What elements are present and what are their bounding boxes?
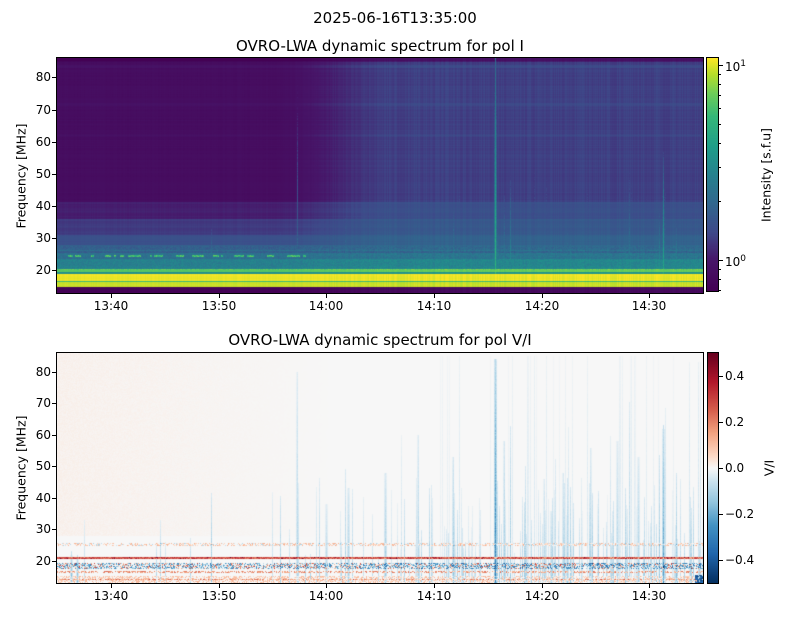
x-tick-mark bbox=[434, 294, 435, 298]
y-tick-label: 40 bbox=[35, 491, 51, 505]
x-tick-mark bbox=[111, 584, 112, 588]
x-tick-label: 14:30 bbox=[631, 299, 667, 313]
x-tick-mark bbox=[111, 294, 112, 298]
colorbar-tick-mark bbox=[719, 560, 723, 561]
y-tick-mark bbox=[52, 110, 56, 111]
colorbar-minor-tick-mark bbox=[719, 124, 721, 125]
pol-vi-colorbar-canvas bbox=[708, 353, 718, 583]
y-tick-label: 20 bbox=[35, 263, 51, 277]
x-tick-label: 14:10 bbox=[416, 589, 452, 603]
colorbar-tick-mark bbox=[719, 376, 723, 377]
y-tick-label: 80 bbox=[35, 70, 51, 84]
x-tick-label: 14:00 bbox=[308, 299, 344, 313]
x-tick-label: 13:40 bbox=[93, 589, 129, 603]
colorbar-minor-tick-mark bbox=[719, 201, 721, 202]
colorbar-minor-tick-mark bbox=[719, 74, 721, 75]
panel-i-plot bbox=[56, 57, 704, 294]
x-tick-label: 14:30 bbox=[631, 589, 667, 603]
y-tick-label: 50 bbox=[35, 459, 51, 473]
y-tick-label: 30 bbox=[35, 231, 51, 245]
y-tick-label: 60 bbox=[35, 135, 51, 149]
pol-vi-spectrogram-canvas bbox=[57, 353, 703, 583]
panel-vi-title: OVRO-LWA dynamic spectrum for pol V/I bbox=[228, 331, 532, 349]
y-tick-mark bbox=[52, 270, 56, 271]
x-tick-mark bbox=[326, 294, 327, 298]
colorbar-minor-tick-mark bbox=[719, 269, 721, 270]
y-tick-mark bbox=[52, 466, 56, 467]
y-tick-mark bbox=[52, 529, 56, 530]
pol-i-colorbar-canvas bbox=[707, 58, 718, 291]
x-tick-label: 13:50 bbox=[201, 299, 237, 313]
colorbar-tick-mark bbox=[719, 468, 723, 469]
colorbar-minor-tick-mark bbox=[719, 167, 721, 168]
y-tick-label: 60 bbox=[35, 428, 51, 442]
panel-vi-colorbar-label: V/I bbox=[761, 459, 777, 477]
colorbar-minor-tick-mark bbox=[719, 290, 721, 291]
panel-vi-colorbar bbox=[707, 352, 719, 584]
colorbar-minor-tick-mark bbox=[719, 143, 721, 144]
panel-vi-plot bbox=[56, 352, 704, 584]
x-tick-label: 13:50 bbox=[201, 589, 237, 603]
colorbar-minor-tick-mark bbox=[719, 108, 721, 109]
y-tick-mark bbox=[52, 238, 56, 239]
y-tick-label: 70 bbox=[35, 396, 51, 410]
x-tick-mark bbox=[542, 294, 543, 298]
pol-i-spectrogram-canvas bbox=[57, 58, 703, 293]
colorbar-tick-mark bbox=[719, 422, 723, 423]
colorbar-tick-mark bbox=[719, 65, 723, 66]
y-tick-label: 30 bbox=[35, 522, 51, 536]
x-tick-mark bbox=[649, 294, 650, 298]
y-tick-mark bbox=[52, 206, 56, 207]
y-tick-mark bbox=[52, 498, 56, 499]
colorbar-minor-tick-mark bbox=[719, 279, 721, 280]
x-tick-label: 14:10 bbox=[416, 299, 452, 313]
y-tick-mark bbox=[52, 77, 56, 78]
y-tick-mark bbox=[52, 561, 56, 562]
x-tick-mark bbox=[542, 584, 543, 588]
colorbar-tick-label: 101 bbox=[725, 59, 747, 74]
x-tick-mark bbox=[219, 584, 220, 588]
colorbar-minor-tick-mark bbox=[719, 95, 721, 96]
panel-i-colorbar bbox=[706, 57, 719, 292]
y-tick-label: 20 bbox=[35, 554, 51, 568]
panel-i-title: OVRO-LWA dynamic spectrum for pol I bbox=[236, 37, 524, 55]
y-tick-label: 80 bbox=[35, 365, 51, 379]
colorbar-tick-label: −0.4 bbox=[725, 553, 755, 567]
colorbar-minor-tick-mark bbox=[719, 84, 721, 85]
y-tick-label: 70 bbox=[35, 103, 51, 117]
x-tick-mark bbox=[434, 584, 435, 588]
x-tick-mark bbox=[649, 584, 650, 588]
x-tick-label: 14:20 bbox=[524, 589, 560, 603]
x-tick-label: 14:20 bbox=[524, 299, 560, 313]
y-tick-mark bbox=[52, 174, 56, 175]
panel-i-colorbar-label: Intensity [s.f.u] bbox=[758, 127, 774, 223]
colorbar-tick-label: 0.4 bbox=[725, 369, 745, 383]
y-tick-mark bbox=[52, 403, 56, 404]
x-tick-label: 13:40 bbox=[93, 299, 129, 313]
colorbar-tick-label: 0.0 bbox=[725, 461, 745, 475]
figure-suptitle: 2025-06-16T13:35:00 bbox=[313, 9, 477, 27]
colorbar-tick-label: 0.2 bbox=[725, 415, 745, 429]
colorbar-tick-label: 100 bbox=[725, 254, 747, 269]
x-tick-label: 14:00 bbox=[308, 589, 344, 603]
colorbar-tick-label: −0.2 bbox=[725, 507, 755, 521]
y-tick-mark bbox=[52, 142, 56, 143]
y-tick-label: 50 bbox=[35, 167, 51, 181]
x-tick-mark bbox=[219, 294, 220, 298]
y-tick-mark bbox=[52, 435, 56, 436]
colorbar-tick-mark bbox=[719, 260, 723, 261]
colorbar-tick-mark bbox=[719, 514, 723, 515]
y-tick-mark bbox=[52, 372, 56, 373]
x-tick-mark bbox=[326, 584, 327, 588]
y-tick-label: 40 bbox=[35, 199, 51, 213]
